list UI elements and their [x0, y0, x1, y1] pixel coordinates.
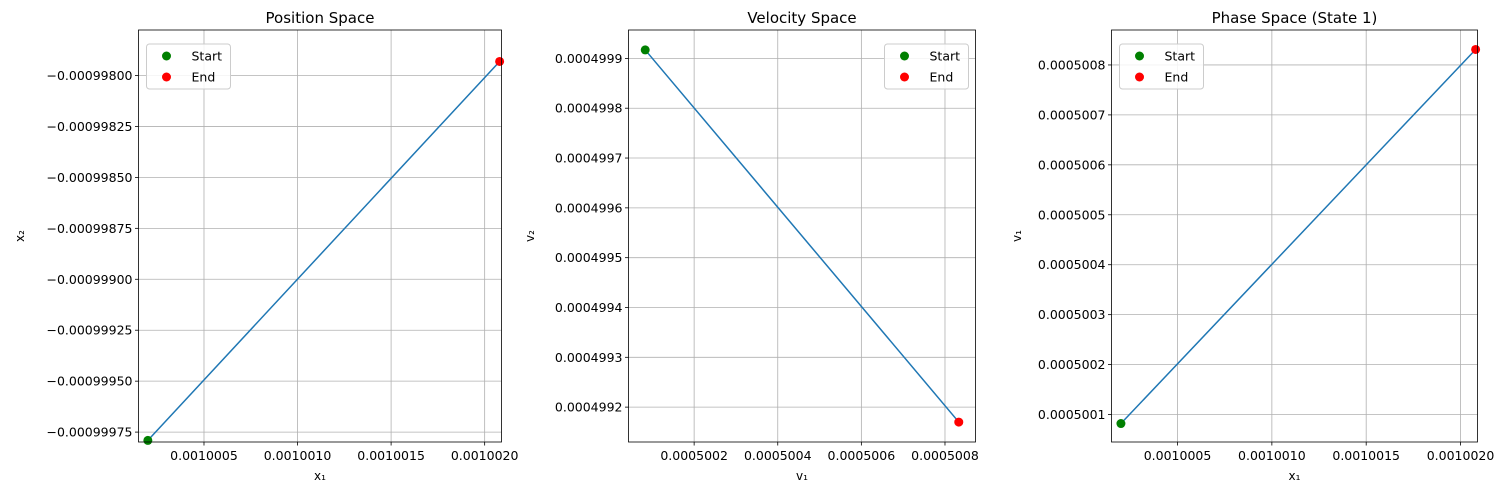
y-tick-label: −0.00099925 [46, 323, 132, 338]
y-axis-label: x₂ [13, 230, 27, 242]
start-legend-marker [1135, 51, 1144, 61]
y-tick-label: 0.0005001 [1038, 407, 1106, 422]
series-line [1120, 48, 1477, 425]
chart-title: Velocity Space [747, 9, 856, 27]
subplot-1: 0.0010005 0.0010010 0.0010015 0.0010020 −0.0… [13, 9, 518, 483]
y-axis-label: v₁ [1010, 230, 1024, 242]
end-legend-marker [162, 72, 171, 82]
end-marker [954, 417, 964, 427]
subplot-2: 0.0005002 0.0005004 0.0005006 0.0005008 0.00… [523, 9, 979, 483]
y-tick-label: 0.0004994 [555, 300, 623, 315]
x-tick-label: 0.0005004 [744, 448, 812, 463]
subplot-3: 0.0010005 0.0010010 0.0010015 0.0010020 0.00… [1010, 9, 1494, 483]
x-tick-label: 0.0005008 [911, 448, 979, 463]
legend-label: Start [192, 49, 223, 64]
end-marker [1471, 44, 1481, 54]
y-tick-label: 0.0004992 [555, 400, 623, 415]
y-tick-label: 0.0004996 [555, 200, 623, 215]
series-line [644, 49, 960, 423]
axes-frame [138, 29, 502, 443]
y-tick-label: −0.00099825 [46, 119, 132, 134]
x-tick-label: 0.0010010 [264, 448, 332, 463]
x-tick-label: 0.0005002 [660, 448, 728, 463]
x-tick-label: 0.0010005 [170, 448, 238, 463]
y-tick-label: 0.0004997 [555, 151, 623, 166]
x-tick-label: 0.0010005 [1144, 448, 1212, 463]
y-tick-label: −0.00099950 [46, 374, 132, 389]
y-tick-label: 0.0004995 [555, 250, 623, 265]
y-tick-label: −0.00099850 [46, 170, 132, 185]
legend: Start End [884, 43, 969, 90]
x-tick-label: 0.0010010 [1238, 448, 1306, 463]
y-tick-label: 0.0005004 [1038, 257, 1106, 272]
legend-label: End [930, 70, 954, 85]
chart-title: Position Space [266, 9, 375, 27]
legend-label: Start [1165, 49, 1196, 64]
x-tick-label: 0.0010020 [451, 448, 519, 463]
start-legend-marker [900, 51, 909, 61]
chart-title: Phase Space (State 1) [1212, 9, 1378, 27]
y-tick-label: −0.00099975 [46, 425, 132, 440]
y-tick-label: 0.0004999 [555, 51, 623, 66]
x-tick-label: 0.0010015 [1332, 448, 1400, 463]
x-axis-label: x₁ [1289, 469, 1301, 483]
legend: Start End [1119, 43, 1204, 90]
legend: Start End [146, 43, 231, 90]
y-tick-label: 0.0005005 [1038, 207, 1106, 222]
x-axis-label: v₁ [796, 469, 808, 483]
y-tick-label: 0.0004993 [555, 350, 623, 365]
y-tick-label: 0.0004998 [555, 101, 623, 116]
y-axis-label: v₂ [523, 230, 537, 242]
x-tick-label: 0.0010015 [357, 448, 425, 463]
y-tick-label: 0.0005006 [1038, 157, 1106, 172]
y-tick-label: −0.00099875 [46, 221, 132, 236]
x-tick-label: 0.0005006 [828, 448, 896, 463]
y-tick-label: 0.0005007 [1038, 107, 1106, 122]
start-marker [1116, 419, 1126, 429]
end-legend-marker [900, 72, 909, 82]
y-tick-label: −0.00099900 [46, 272, 132, 287]
x-tick-label: 0.0010020 [1427, 448, 1495, 463]
start-marker [640, 45, 650, 55]
start-marker [143, 435, 153, 445]
axes-frame [1111, 29, 1478, 443]
end-marker [495, 56, 505, 66]
series-line [147, 60, 501, 441]
legend-label: Start [930, 49, 961, 64]
legend-label: End [1165, 70, 1189, 85]
y-tick-label: −0.00099800 [46, 68, 132, 83]
legend-label: End [192, 70, 216, 85]
x-axis-label: x₁ [314, 469, 326, 483]
y-tick-label: 0.0005008 [1038, 57, 1106, 72]
start-legend-marker [162, 51, 171, 61]
y-tick-label: 0.0005003 [1038, 307, 1106, 322]
axes-frame [628, 29, 976, 443]
y-tick-label: 0.0005002 [1038, 357, 1106, 372]
end-legend-marker [1135, 72, 1144, 82]
